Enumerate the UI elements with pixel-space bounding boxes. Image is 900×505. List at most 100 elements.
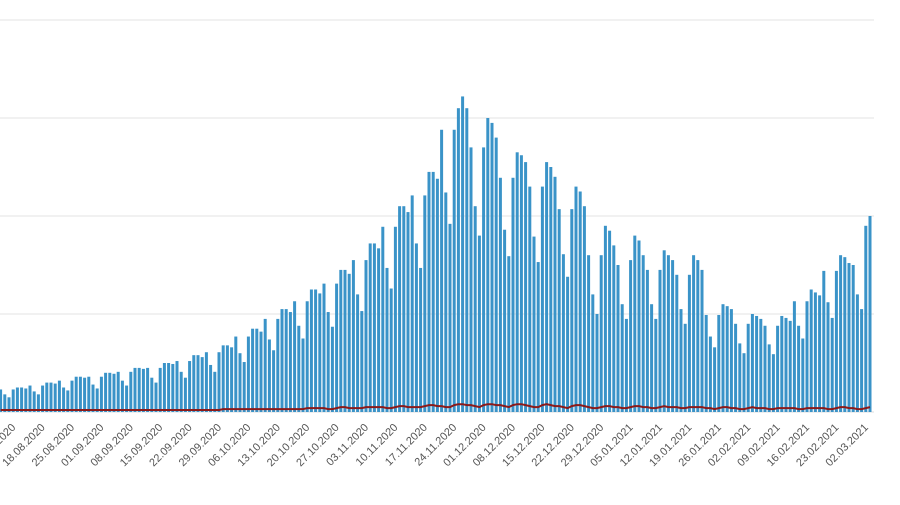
bar (620, 304, 624, 412)
bar (213, 371, 217, 412)
bar (347, 273, 351, 412)
bar (738, 343, 742, 412)
bar (41, 385, 45, 412)
bar (427, 171, 431, 412)
bar (612, 245, 616, 412)
bar (629, 260, 633, 412)
bar (108, 372, 112, 412)
bar (356, 294, 360, 412)
bar (141, 368, 145, 412)
bar (116, 371, 120, 412)
bar (855, 294, 859, 412)
bar (372, 243, 376, 412)
bar (158, 367, 162, 412)
bar (360, 311, 364, 412)
bar (389, 288, 393, 412)
bar (263, 318, 267, 412)
bar (477, 235, 481, 412)
bar (280, 309, 284, 412)
bar (708, 336, 712, 412)
bar (490, 122, 494, 413)
bar (452, 129, 456, 412)
bar (771, 354, 775, 412)
bar (729, 309, 733, 412)
bar (20, 387, 24, 412)
bar (276, 318, 280, 412)
bar (196, 355, 200, 412)
bar (238, 353, 242, 412)
bar (788, 320, 792, 412)
bar (326, 312, 330, 412)
bar (524, 162, 528, 412)
bar (519, 155, 523, 413)
bar (587, 255, 591, 412)
bar (549, 167, 553, 412)
bar (440, 129, 444, 412)
bar (797, 325, 801, 412)
bar (78, 376, 82, 412)
bar (301, 338, 305, 412)
bar (335, 283, 339, 412)
bar (297, 325, 301, 412)
bar (809, 289, 813, 412)
bar (154, 382, 158, 412)
bar (0, 389, 3, 412)
bar (318, 293, 322, 412)
bar (868, 216, 872, 412)
bar (704, 314, 708, 412)
bar (414, 243, 418, 412)
bar (687, 274, 691, 412)
bar (650, 304, 654, 412)
bar (654, 318, 658, 412)
bar (385, 267, 389, 412)
bar (293, 301, 297, 412)
bar (595, 314, 599, 412)
bar (792, 301, 796, 412)
bar (410, 195, 414, 412)
bar (805, 301, 809, 412)
bar (188, 361, 192, 412)
bar (750, 314, 754, 412)
bar (851, 265, 855, 412)
bar (217, 352, 221, 412)
bar (540, 186, 544, 412)
bar (284, 309, 288, 412)
bar (402, 206, 406, 412)
bar (532, 236, 536, 412)
bar (780, 315, 784, 412)
bar (125, 385, 129, 412)
bar (209, 364, 213, 412)
bar (469, 147, 473, 412)
bar (251, 328, 255, 412)
bar (104, 372, 108, 412)
bar (57, 380, 61, 412)
bar (561, 254, 565, 412)
bar (662, 250, 666, 412)
bar (763, 325, 767, 412)
bar (259, 331, 263, 412)
bar (801, 338, 805, 412)
bar (637, 240, 641, 412)
bar (133, 367, 137, 412)
bar (32, 391, 36, 412)
bar (192, 355, 196, 412)
bar (66, 390, 70, 412)
bar (465, 108, 469, 412)
bar (528, 186, 532, 412)
bar (129, 371, 133, 412)
bar (364, 260, 368, 412)
bar (759, 318, 763, 412)
bar (91, 384, 95, 412)
bar (36, 394, 40, 412)
bar (713, 347, 717, 412)
bar (314, 289, 318, 412)
bar (813, 292, 817, 412)
bar (272, 350, 276, 412)
bar (582, 206, 586, 412)
bar (675, 274, 679, 412)
bar (322, 283, 326, 412)
bar (864, 225, 868, 412)
bar (53, 383, 57, 412)
